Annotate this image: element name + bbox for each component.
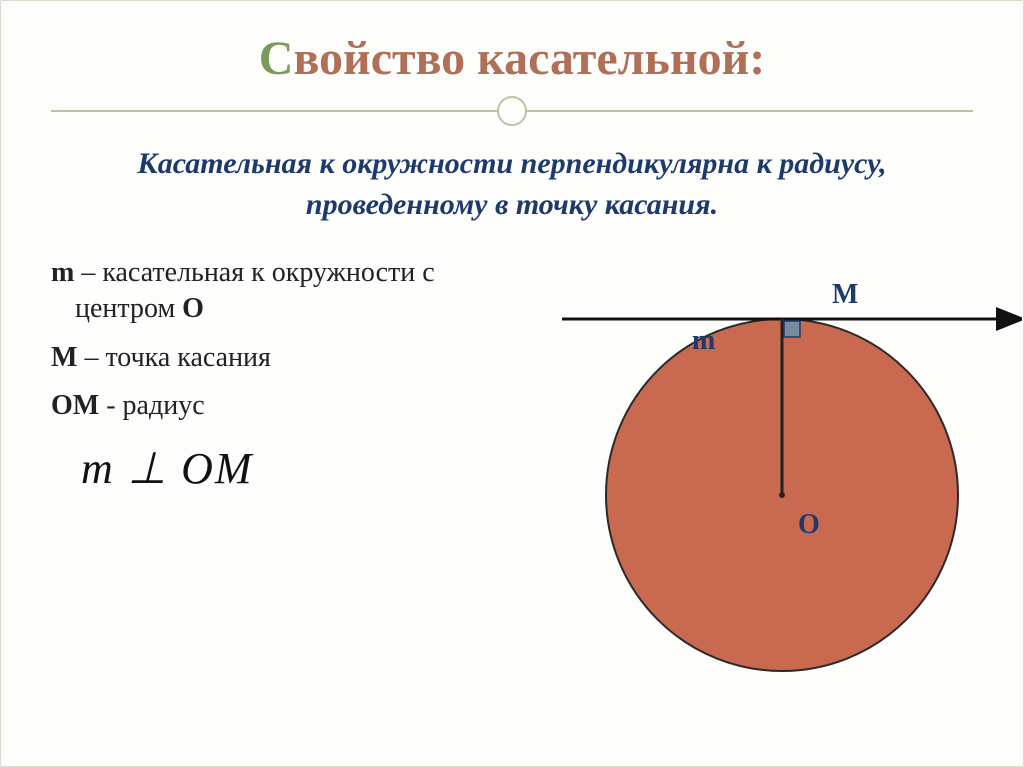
definition-line: ОМ - радиус — [75, 388, 512, 424]
label-M: М — [832, 279, 858, 310]
definition-line: М – точка касания — [75, 340, 512, 376]
center-point — [779, 492, 785, 498]
perpendicular-formula: m ⊥ OM — [81, 443, 512, 494]
title-divider — [51, 96, 973, 124]
slide: { "title": { "first_letter": "С", "rest"… — [0, 0, 1024, 767]
def-symbol: ОМ — [51, 390, 99, 421]
divider-ring-icon — [497, 96, 527, 126]
label-m: m — [692, 325, 715, 356]
def-text: - радиус — [99, 390, 204, 421]
diagram-column: М m О — [522, 255, 983, 675]
theorem-text: Касательная к окружности перпендикулярна… — [91, 144, 933, 225]
def-text: – точка касания — [77, 342, 270, 373]
definitions-column: m – касательная к окружности с центром О… — [51, 255, 522, 494]
def-tail: О — [182, 293, 204, 324]
right-angle-icon — [784, 321, 800, 337]
label-O: О — [798, 509, 820, 540]
geometry-diagram: М m О — [522, 245, 1022, 675]
def-text: – касательная к окружности с центром — [74, 257, 434, 324]
def-symbol: m — [51, 257, 74, 288]
title-first-letter: С — [259, 32, 294, 85]
title-rest: войство касательной: — [293, 32, 765, 85]
content-row: m – касательная к окружности с центром О… — [51, 255, 973, 675]
definition-line: m – касательная к окружности с центром О — [75, 255, 512, 328]
def-symbol: М — [51, 342, 77, 373]
slide-title: Свойство касательной: — [51, 31, 973, 86]
